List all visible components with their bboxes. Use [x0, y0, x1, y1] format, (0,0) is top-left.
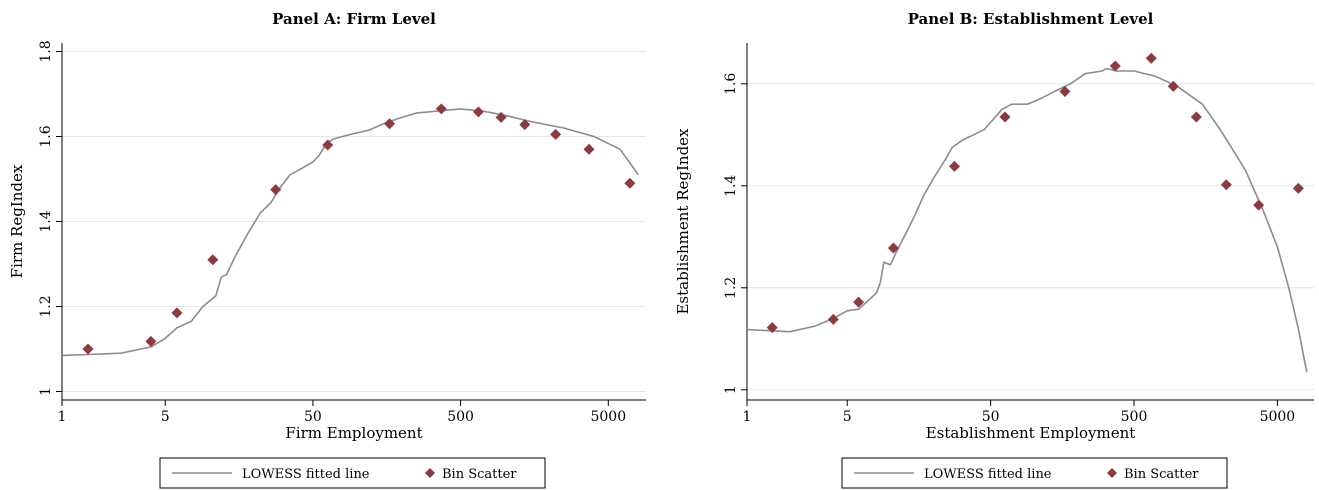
bin-scatter-point: [624, 177, 636, 189]
bin-scatter-point: [495, 111, 507, 123]
bin-scatter-point: [435, 103, 447, 115]
x-tick-label: 5000: [590, 409, 626, 425]
legend-marker-key: [1107, 468, 1117, 478]
y-tick-label: 1: [38, 387, 54, 396]
bin-scatter-point: [1167, 80, 1179, 92]
y-tick-label: 1.2: [38, 295, 54, 317]
y-tick-label: 1.4: [38, 210, 54, 232]
lowess-line: [61, 108, 640, 357]
bin-scatter-point: [472, 106, 484, 118]
x-axis-label: Establishment Employment: [926, 424, 1136, 442]
x-tick-label: 5: [843, 409, 852, 425]
bin-scatter-point: [1190, 111, 1202, 123]
bin-scatter-point: [383, 118, 395, 130]
y-axis-label: Establishment RegIndex: [674, 128, 692, 315]
bin-scatter-point: [207, 254, 219, 266]
x-tick-label: 5000: [1260, 409, 1296, 425]
panel-a-chart: 1 1.2 1.4 1.6 1.8 1 5 50 500 5000 Panel A: Firm Le…: [8, 10, 646, 489]
bin-scatter-point: [887, 242, 899, 254]
panel-title: Panel A: Firm Level: [272, 10, 436, 28]
y-tick-label: 1.2: [723, 277, 739, 299]
y-axis-label: Firm RegIndex: [8, 164, 26, 278]
legend-label-scatter: Bin Scatter: [1124, 467, 1199, 482]
y-tick-label: 1.6: [723, 73, 739, 95]
lowess-line: [746, 67, 1308, 373]
x-tick-label: 5: [161, 409, 170, 425]
legend-label-lowess: LOWESS fitted line: [924, 467, 1052, 482]
bin-scatter-point: [1059, 85, 1071, 97]
bin-scatter-point: [145, 335, 157, 347]
x-axis-label: Firm Employment: [285, 424, 422, 442]
legend-label-scatter: Bin Scatter: [442, 467, 517, 482]
x-tick-label: 50: [982, 409, 1000, 425]
x-tick-label: 500: [447, 409, 474, 425]
y-tick-label: 1: [723, 385, 739, 394]
legend-marker-key: [425, 468, 435, 478]
bin-scatter-point: [1253, 199, 1265, 211]
bin-scatter-point: [1109, 60, 1121, 72]
y-tick-label: 1.8: [38, 40, 54, 62]
x-tick-label: 50: [304, 409, 322, 425]
bin-scatter-point: [82, 343, 94, 355]
bin-scatter-point: [550, 128, 562, 140]
x-tick-label: 500: [1121, 409, 1148, 425]
legend-label-lowess: LOWESS fitted line: [242, 467, 370, 482]
panel-title: Panel B: Establishment Level: [908, 10, 1154, 28]
bin-scatter-point: [322, 139, 334, 151]
y-tick-label: 1.4: [723, 175, 739, 197]
x-tick-label: 1: [58, 409, 67, 425]
bin-scatter-point: [270, 184, 282, 196]
bin-scatter-point: [827, 313, 839, 325]
bin-scatter-point: [1220, 179, 1232, 191]
panel-b-chart: 1 1.2 1.4 1.6 1 5 50 500 5000 Panel B: Establishm…: [674, 10, 1314, 489]
bin-scatter-point: [999, 111, 1011, 123]
bin-scatter-point: [583, 143, 595, 155]
bin-scatter-point: [1292, 182, 1304, 194]
x-tick-label: 1: [743, 409, 752, 425]
bin-scatter-point: [519, 119, 531, 131]
bin-scatter-point: [766, 322, 778, 334]
bin-scatter-point: [853, 296, 865, 308]
bin-scatter-point: [171, 307, 183, 319]
y-tick-label: 1.6: [38, 125, 54, 147]
bin-scatter-point: [949, 160, 961, 172]
bin-scatter-point: [1145, 52, 1157, 64]
